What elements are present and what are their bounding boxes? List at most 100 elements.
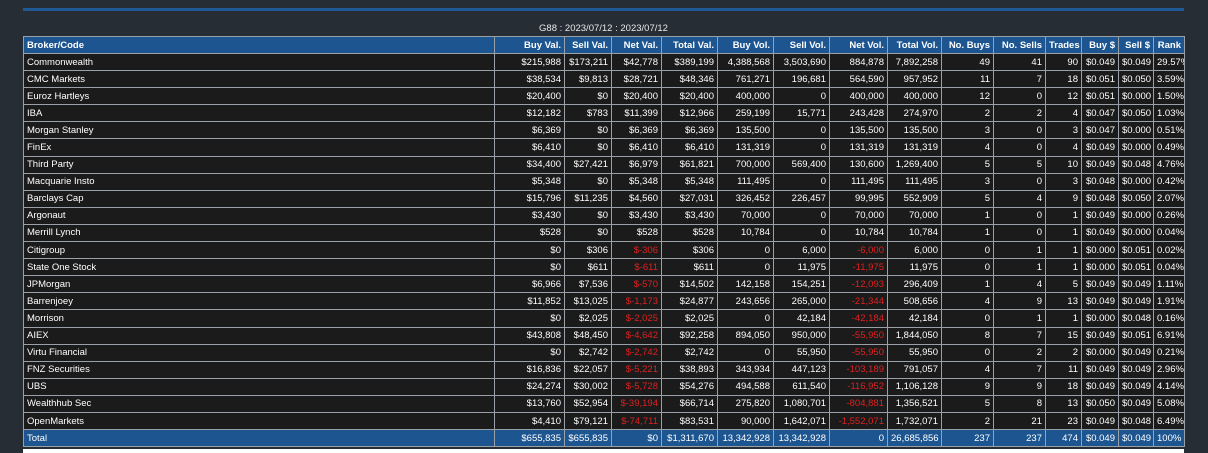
cell-trades: 13	[1045, 292, 1082, 311]
cell-total-vol: 274,970	[887, 104, 942, 123]
cell-buy-val: $5,348	[494, 172, 565, 191]
table-row[interactable]: FinEx $6,410 $0 $6,410 $6,410 131,319 0 131,319…	[23, 138, 1185, 157]
cell-net-vol: -1,552,071	[829, 411, 888, 431]
cell-no-sells: 0	[993, 172, 1046, 191]
cell-sell-val: $48,450	[564, 326, 612, 345]
cell-rank: 0.51%	[1153, 121, 1185, 140]
table-row[interactable]: Argonaut $3,430 $0 $3,430 $3,430 70,000 0 70,00…	[23, 206, 1185, 225]
cell-rank: 4.76%	[1153, 155, 1185, 174]
table-row[interactable]: Merrill Lynch $528 $0 $528 $528 10,784 0 10,784…	[23, 223, 1185, 243]
table-row[interactable]: Wealthhub Sec $13,760 $52,954 $-39,194 $66,7…	[23, 394, 1185, 413]
cell-net-val: $3,430	[611, 206, 662, 225]
cell-broker: Wealthhub Sec	[23, 394, 495, 413]
table-row[interactable]: Barclays Cap $15,796 $11,235 $4,560 $27,031 3…	[23, 189, 1185, 208]
cell-no-buys: 4	[941, 360, 994, 379]
cell-sell-val: $27,421	[564, 155, 612, 174]
cell-buy-price: $0.051	[1081, 87, 1119, 106]
col-header-no-buys[interactable]: No. Buys	[941, 36, 994, 54]
table-row[interactable]: Morrison $0 $2,025 $-2,025 $2,025 0 42,184 -42,…	[23, 309, 1185, 328]
cell-buy-val: $20,400	[494, 87, 565, 106]
cell-broker: Euroz Hartleys	[23, 87, 495, 106]
cell-buy-val: $16,836	[494, 360, 565, 379]
cell-buy-val: $0	[494, 309, 565, 328]
total-row: Total $655,835 $655,835 $0 $1,311,670 13,342,…	[23, 429, 1185, 448]
cell-total-vol: 1,106,128	[887, 377, 942, 396]
cell-net-vol: -11,975	[829, 258, 888, 277]
col-header-total-val[interactable]: Total Val.	[661, 36, 718, 54]
table-row[interactable]: Commonwealth $215,988 $173,211 $42,778 $389,…	[23, 52, 1185, 72]
col-header-sell-price[interactable]: Sell $	[1118, 36, 1154, 54]
cell-sell-price: $0.050	[1118, 70, 1154, 89]
cell-broker: Barclays Cap	[23, 189, 495, 208]
table-row[interactable]: Virtu Financial $0 $2,742 $-2,742 $2,742 0 55,…	[23, 343, 1185, 362]
col-header-sell-val[interactable]: Sell Val.	[564, 36, 612, 54]
table-row[interactable]: Macquarie Insto $5,348 $0 $5,348 $5,348 111,4…	[23, 172, 1185, 191]
cell-sell-vol: 950,000	[773, 326, 830, 345]
cell-net-val: $-2,025	[611, 309, 662, 328]
cell-sell-vol: 0	[773, 206, 830, 225]
cell-net-vol: -12,093	[829, 275, 888, 294]
table-row[interactable]: Citigroup $0 $306 $-306 $306 0 6,000 -6,000 6,00…	[23, 241, 1185, 260]
col-header-rank[interactable]: Rank	[1153, 36, 1185, 54]
col-header-total-vol[interactable]: Total Vol.	[887, 36, 942, 54]
table-row[interactable]: Third Party $34,400 $27,421 $6,979 $61,821 70…	[23, 155, 1185, 174]
cell-sell-price: $0.000	[1118, 87, 1154, 106]
cell-trades: 18	[1045, 70, 1082, 89]
table-row[interactable]: Morgan Stanley $6,369 $0 $6,369 $6,369 135,50…	[23, 121, 1185, 140]
cell-sell-price: $0.048	[1118, 155, 1154, 174]
table-row[interactable]: AIEX $43,808 $48,450 $-4,642 $92,258 894,050 9…	[23, 326, 1185, 345]
cell-trades: 12	[1045, 87, 1082, 106]
col-header-sell-vol[interactable]: Sell Vol.	[773, 36, 830, 54]
col-header-net-vol[interactable]: Net Vol.	[829, 36, 888, 54]
cell-no-sells: 41	[993, 52, 1046, 72]
table-row[interactable]: UBS $24,274 $30,002 $-5,728 $54,276 494,588 61…	[23, 377, 1185, 396]
cell-sell-vol: 154,251	[773, 275, 830, 294]
cell-sell-price: $0.048	[1118, 411, 1154, 431]
table-row[interactable]: Barrenjoey $11,852 $13,025 $-1,173 $24,877 24…	[23, 292, 1185, 311]
col-header-buy-price[interactable]: Buy $	[1081, 36, 1119, 54]
cell-total-val: $61,821	[661, 155, 718, 174]
table-row[interactable]: OpenMarkets $4,410 $79,121 $-74,711 $83,531 9…	[23, 411, 1185, 431]
cell-no-buys: 5	[941, 189, 994, 208]
col-header-trades[interactable]: Trades	[1045, 36, 1082, 54]
cell-buy-price: $0.048	[1081, 189, 1119, 208]
cell-net-vol: 243,428	[829, 104, 888, 123]
cell-total-val: $38,893	[661, 360, 718, 379]
table-row[interactable]: FNZ Securities $16,836 $22,057 $-5,221 $38,8…	[23, 360, 1185, 379]
cell-buy-val: $34,400	[494, 155, 565, 174]
col-header-broker[interactable]: Broker/Code	[23, 36, 495, 54]
col-header-buy-vol[interactable]: Buy Vol.	[717, 36, 774, 54]
cell-trades: 3	[1045, 121, 1082, 140]
cell-sell-vol: 6,000	[773, 241, 830, 260]
cell-rank: 0.04%	[1153, 258, 1185, 277]
cell-sell-vol: 1,642,071	[773, 411, 830, 431]
cell-total-vol: 1,356,521	[887, 394, 942, 413]
table-row[interactable]: JPMorgan $6,966 $7,536 $-570 $14,502 142,158 1…	[23, 275, 1185, 294]
cell-buy-vol: 700,000	[717, 155, 774, 174]
col-header-buy-val[interactable]: Buy Val.	[494, 36, 565, 54]
cell-broker: OpenMarkets	[23, 411, 495, 431]
cell-sell-val: $2,742	[564, 343, 612, 362]
cell-rank: 0.16%	[1153, 309, 1185, 328]
cell-total-vol: 552,909	[887, 189, 942, 208]
cell-broker: Morgan Stanley	[23, 121, 495, 140]
total-total-vol: 26,685,856	[887, 429, 942, 448]
table-row[interactable]: IBA $12,182 $783 $11,399 $12,966 259,199 15,77…	[23, 104, 1185, 123]
cell-no-buys: 2	[941, 411, 994, 431]
table-row[interactable]: State One Stock $0 $611 $-611 $611 0 11,975 -11…	[23, 258, 1185, 277]
cell-total-val: $5,348	[661, 172, 718, 191]
cell-no-buys: 1	[941, 223, 994, 243]
table-row[interactable]: Euroz Hartleys $20,400 $0 $20,400 $20,400 400…	[23, 87, 1185, 106]
cell-sell-val: $306	[564, 241, 612, 260]
table-row[interactable]: CMC Markets $38,534 $9,813 $28,721 $48,346 76…	[23, 70, 1185, 89]
cell-buy-vol: 135,500	[717, 121, 774, 140]
cell-trades: 10	[1045, 155, 1082, 174]
horizontal-scrollbar[interactable]	[23, 449, 1184, 453]
cell-broker: Commonwealth	[23, 52, 495, 72]
col-header-net-val[interactable]: Net Val.	[611, 36, 662, 54]
col-header-no-sells[interactable]: No. Sells	[993, 36, 1046, 54]
cell-net-vol: 111,495	[829, 172, 888, 191]
total-no-sells: 237	[993, 429, 1046, 448]
cell-sell-price: $0.000	[1118, 206, 1154, 225]
cell-sell-val: $783	[564, 104, 612, 123]
